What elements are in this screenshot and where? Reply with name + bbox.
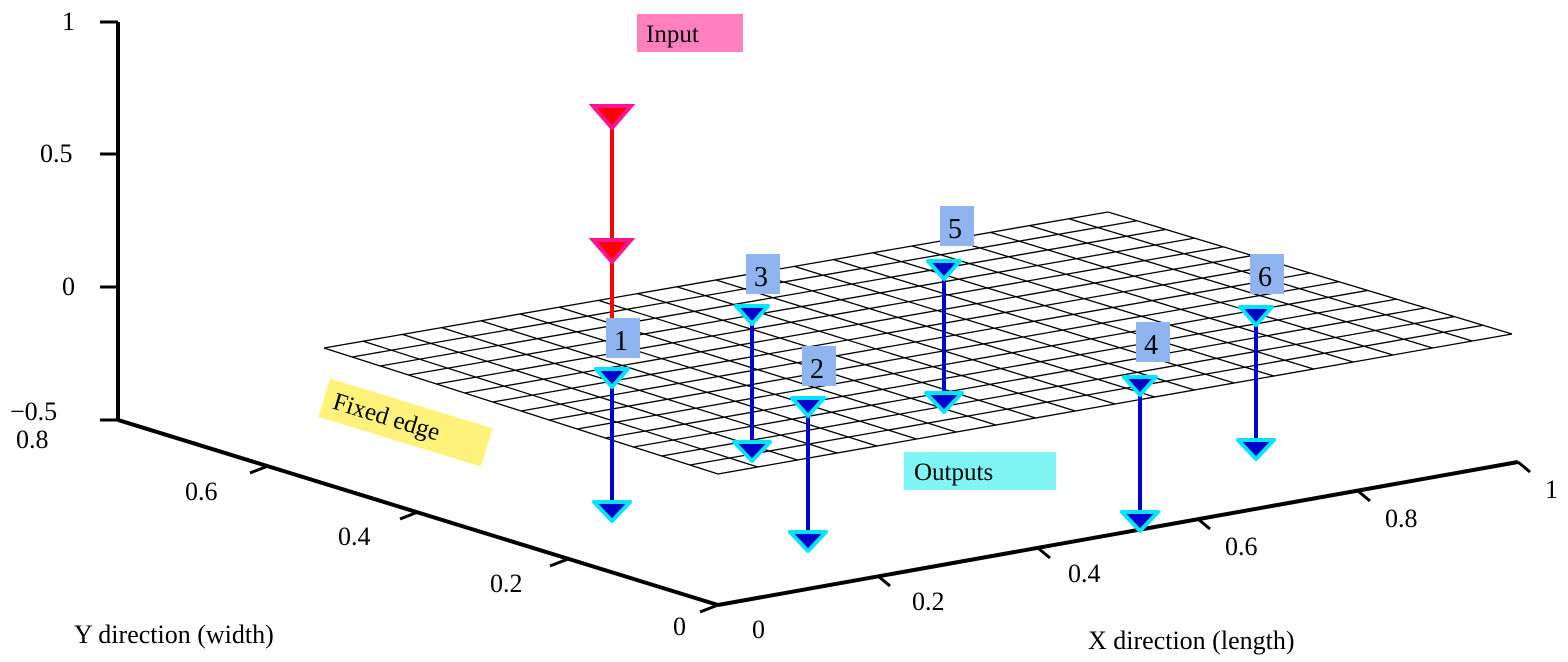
x-tick-label-1: 1 [1545, 475, 1558, 504]
output-marker-1-bottom [592, 500, 632, 523]
point-label-4: 4 [1136, 322, 1170, 362]
output-marker-4-bottom [1120, 510, 1160, 533]
grid-line-y [408, 237, 1195, 376]
outputs-callout: Outputs [904, 452, 1056, 490]
y-tick-label-0.8: 0.8 [16, 425, 49, 454]
x-axis-title: X direction (length) [1088, 626, 1295, 655]
point-label-3: 3 [746, 254, 780, 294]
input-excitation [588, 104, 636, 338]
grid-line-y [717, 333, 1513, 475]
output-marker-4-top [1122, 375, 1158, 397]
point-label-5-text: 5 [948, 214, 962, 245]
output-marker-2-top [790, 396, 826, 418]
grid-line-y [577, 289, 1368, 430]
x-ticks [877, 460, 1531, 588]
point-label-4-text: 4 [1144, 330, 1158, 361]
point-label-6-text: 6 [1258, 262, 1272, 293]
x-axis-line [717, 460, 1519, 607]
grid-line-y [352, 220, 1137, 358]
input-marker-mid [588, 238, 636, 266]
x-tick-label-0.4: 0.4 [1068, 559, 1101, 588]
point-label-5: 5 [940, 206, 974, 246]
grid-line-y [492, 263, 1282, 403]
output-marker-6-bottom [1236, 438, 1276, 461]
y-axis-title: Y direction (width) [74, 620, 274, 649]
output-markers [592, 259, 1276, 553]
output-marker-5-top [926, 259, 962, 281]
input-callout-text: Input [646, 21, 699, 48]
input-callout: Input [637, 14, 743, 52]
y-tick-label-0.4: 0.4 [338, 522, 371, 551]
output-marker-2-bottom [788, 530, 828, 553]
grid-line-y [605, 298, 1397, 439]
x-tick-label-0.8: 0.8 [1385, 504, 1418, 533]
point-label-2-text: 2 [810, 354, 824, 385]
point-labels: 1 2 3 4 5 6 [606, 206, 1284, 386]
point-label-3-text: 3 [754, 262, 768, 293]
z-tick-label-0.5: 0.5 [40, 139, 73, 168]
x-tick-label-0.6: 0.6 [1225, 532, 1258, 561]
grid-line-y [436, 246, 1224, 385]
grid-line-y [661, 315, 1455, 457]
point-label-1-text: 1 [614, 326, 628, 357]
y-tick-label-0.6: 0.6 [185, 477, 218, 506]
output-marker-1-top [594, 367, 630, 389]
outputs-callout-text: Outputs [914, 459, 993, 486]
x-tick-label-0: 0 [752, 615, 765, 644]
z-tick-label-0: 0 [62, 272, 75, 301]
point-label-2: 2 [802, 346, 836, 386]
z-ticks [100, 20, 118, 422]
output-marker-5-bottom [924, 391, 964, 414]
output-marker-6-top [1238, 305, 1274, 327]
point-label-1: 1 [606, 318, 640, 358]
x-tick-label-0.2: 0.2 [912, 587, 945, 616]
grid-line-y [633, 307, 1426, 448]
output-arrows [610, 268, 1258, 538]
y-tick-label-0.2: 0.2 [490, 569, 523, 598]
grid-line-y [380, 228, 1166, 367]
y-tick-label-0: 0 [673, 612, 686, 641]
grid-line-y [323, 211, 1109, 349]
output-marker-3-top [734, 304, 770, 326]
point-label-6: 6 [1250, 254, 1284, 294]
z-tick-label-neg0.5: −0.5 [10, 397, 57, 426]
grid-line-y [689, 324, 1484, 466]
output-marker-3-bottom [732, 440, 772, 463]
input-marker-top [588, 104, 636, 132]
plate-grid [323, 211, 1513, 475]
grid-line-y [520, 272, 1311, 412]
z-tick-label-1: 1 [62, 7, 75, 36]
y-ticks [249, 464, 719, 614]
